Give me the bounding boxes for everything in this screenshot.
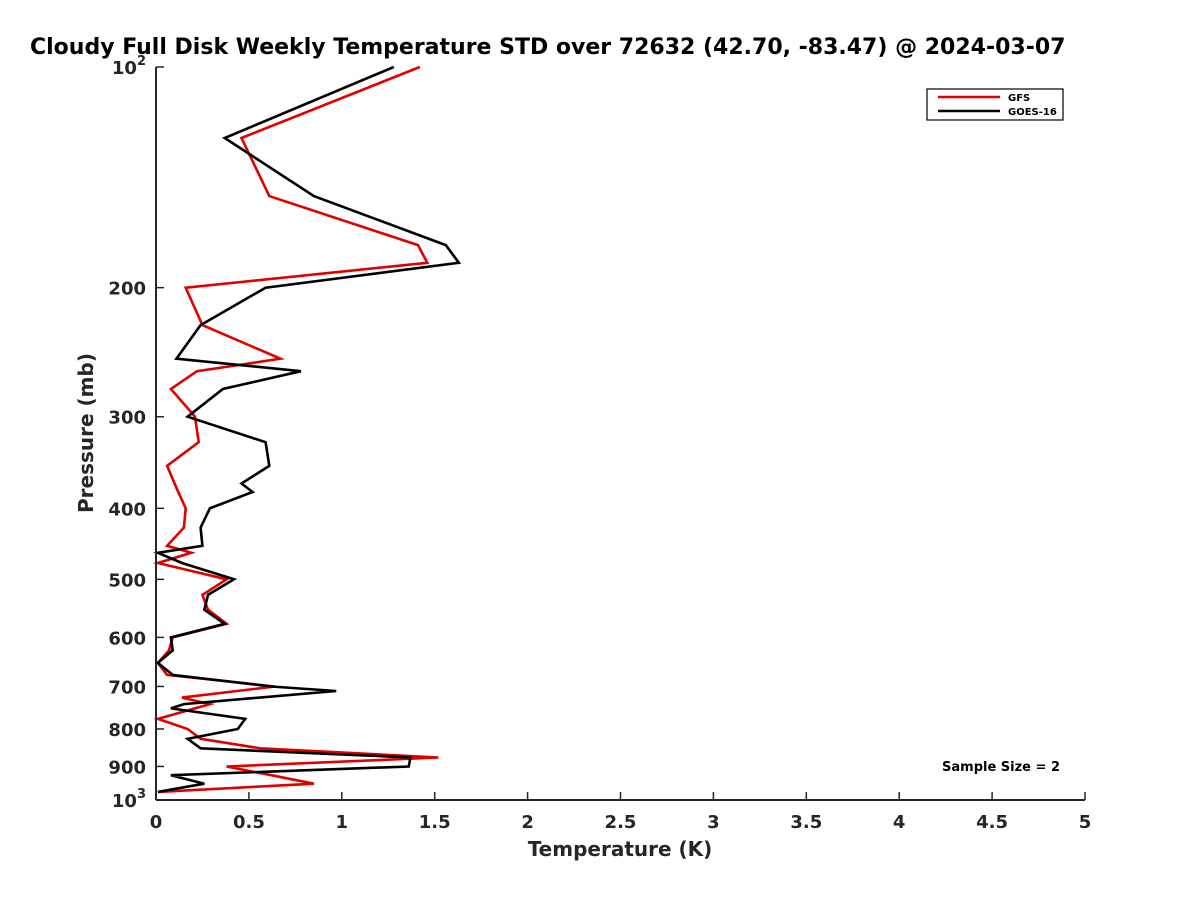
series-layer xyxy=(152,65,462,794)
y-tick-label: 500 xyxy=(108,570,146,591)
legend: GFS GOES-16 xyxy=(926,88,1064,121)
sample-size-annotation: Sample Size = 2 xyxy=(942,760,1060,775)
series-line-goes-16 xyxy=(153,65,462,794)
axes-layer: 0 0.5 1 1.5 2 2.5 3 3.5 4 4.5 5 102 200 300 400 500 600 7… xyxy=(108,54,1091,833)
chart-title: Cloudy Full Disk Weekly Temperature STD … xyxy=(30,35,1065,60)
x-tick-label: 5 xyxy=(1079,812,1092,833)
y-tick-label: 800 xyxy=(108,720,146,741)
x-tick-label: 0.5 xyxy=(233,812,265,833)
legend-label-goes-16: GOES-16 xyxy=(1008,107,1057,118)
y-tick-label: 200 xyxy=(108,279,146,300)
legend-box xyxy=(926,88,1064,121)
x-tick-label: 4 xyxy=(893,812,906,833)
y-tick-label: 900 xyxy=(108,757,146,778)
legend-label-gfs: GFS xyxy=(1008,93,1030,104)
x-tick-label: 3.5 xyxy=(790,812,822,833)
x-tick-label: 2 xyxy=(521,812,534,833)
series-line-gfs xyxy=(152,65,439,794)
x-tick-label: 3 xyxy=(707,812,720,833)
x-tick-label: 1 xyxy=(336,812,349,833)
y-tick-label: 300 xyxy=(108,408,146,429)
x-tick-label: 4.5 xyxy=(976,812,1008,833)
x-tick-label: 0 xyxy=(150,812,163,833)
x-tick-label: 1.5 xyxy=(419,812,451,833)
x-tick-label: 2.5 xyxy=(605,812,637,833)
y-tick-label: 600 xyxy=(108,628,146,649)
y-tick-label: 103 xyxy=(112,787,146,812)
y-tick-label: 102 xyxy=(112,54,146,79)
y-tick-label: 700 xyxy=(108,677,146,698)
x-axis-title: Temperature (K) xyxy=(528,837,713,861)
y-axis-title: Pressure (mb) xyxy=(74,353,98,513)
y-tick-label: 400 xyxy=(108,499,146,520)
